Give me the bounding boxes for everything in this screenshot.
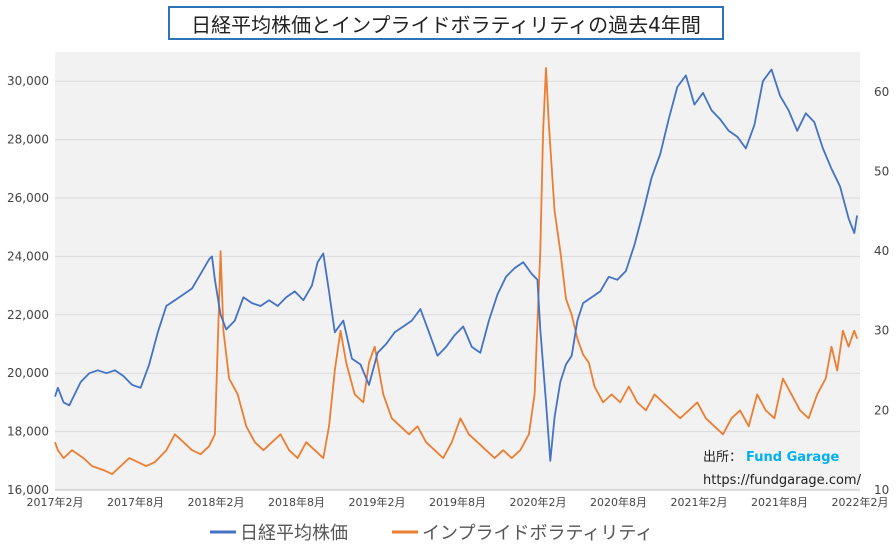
- source-url[interactable]: https://fundgarage.com/: [703, 473, 862, 488]
- source-name: Fund Garage: [746, 450, 840, 465]
- x-tick-label: 2020年8月: [590, 495, 647, 509]
- y-left-tick-label: 20,000: [7, 366, 49, 380]
- series-group: [54, 67, 858, 475]
- legend: 日経平均株価 インプライドボラティリティ: [210, 523, 653, 544]
- y-axis-left: 16,000 18,000 20,000 22,000 24,000 26,000 28,0…: [7, 74, 49, 497]
- x-tick-label: 2018年2月: [188, 495, 245, 509]
- x-tick-label: 2022年2月: [832, 495, 889, 509]
- y-right-tick-label: 40: [874, 244, 889, 258]
- y-right-tick-label: 30: [874, 324, 889, 338]
- y-right-tick-label: 60: [874, 85, 889, 99]
- chart-title-text: 日経平均株価とインプライドボラティリティの過去4年間: [191, 12, 701, 37]
- x-tick-label: 2020年2月: [510, 495, 567, 509]
- x-tick-label: 2021年2月: [671, 495, 728, 509]
- y-right-tick-label: 50: [874, 164, 889, 178]
- legend-label-nikkei: 日経平均株価: [240, 523, 348, 544]
- y-left-tick-label: 28,000: [7, 133, 49, 147]
- x-tick-label: 2018年8月: [268, 495, 325, 509]
- series-line-1: [54, 67, 858, 475]
- y-left-tick-label: 22,000: [7, 308, 49, 322]
- x-tick-label: 2017年8月: [107, 495, 164, 509]
- x-tick-label: 2019年8月: [429, 495, 486, 509]
- y-left-tick-label: 26,000: [7, 191, 49, 205]
- x-tick-label: 2021年8月: [751, 495, 808, 509]
- plot-area: [55, 52, 860, 490]
- series-line-0: [54, 68, 858, 462]
- y-right-tick-label: 10: [874, 483, 889, 497]
- chart-title: 日経平均株価とインプライドボラティリティの過去4年間: [168, 6, 724, 40]
- legend-label-iv: インプライドボラティリティ: [422, 523, 653, 544]
- y-right-tick-label: 20: [874, 403, 889, 417]
- y-left-tick-label: 16,000: [7, 483, 49, 497]
- x-tick-label: 2017年2月: [27, 495, 84, 509]
- x-axis: 2017年2月 2017年8月 2018年2月 2018年8月 2019年2月 2019年…: [27, 489, 889, 509]
- source-label: 出所：: [703, 450, 742, 465]
- y-axis-right: 10 20 30 40 50 60: [874, 85, 889, 497]
- y-left-tick-label: 24,000: [7, 249, 49, 263]
- y-left-tick-label: 18,000: [7, 425, 49, 439]
- y-left-tick-label: 30,000: [7, 74, 49, 88]
- x-tick-label: 2019年2月: [349, 495, 406, 509]
